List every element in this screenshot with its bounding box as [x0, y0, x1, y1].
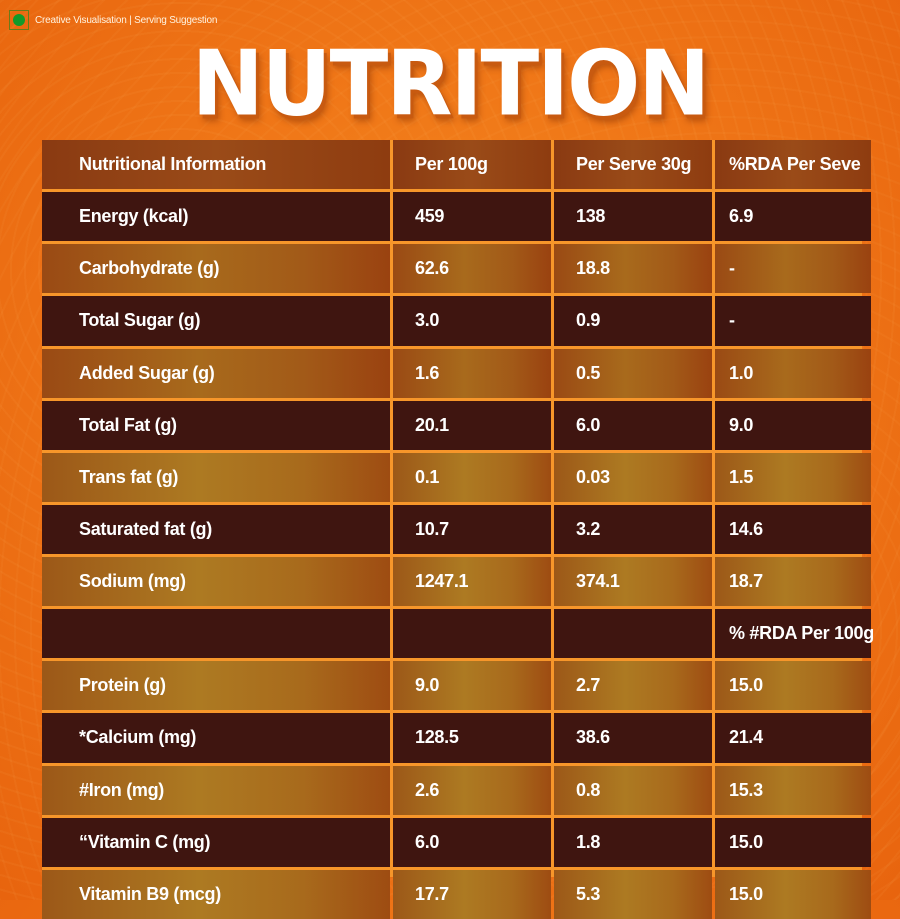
nutrient-name: Vitamin B9 (mcg) — [42, 869, 390, 919]
header-per-serve: Per Serve 30g — [554, 140, 712, 190]
nutrient-name: Energy (kcal) — [42, 192, 390, 242]
per-serve-value: 6.0 — [554, 400, 712, 450]
disclaimer-text: Creative Visualisation | Serving Suggest… — [35, 14, 218, 26]
per-100g-value: 9.0 — [393, 661, 551, 711]
per-100g-value: 2.6 — [393, 765, 551, 815]
nutrient-name: Added Sugar (g) — [42, 348, 390, 398]
nutrient-name: Saturated fat (g) — [42, 504, 390, 554]
rda-value: 18.7 — [715, 557, 871, 607]
rda-value: 9.0 — [715, 400, 871, 450]
per-100g-value: 0.1 — [393, 452, 551, 502]
per-100g-value — [393, 609, 551, 659]
per-100g-value: 6.0 — [393, 817, 551, 867]
rda-value: - — [715, 244, 871, 294]
per-serve-value: 18.8 — [554, 244, 712, 294]
veg-badge: Creative Visualisation | Serving Suggest… — [9, 10, 217, 30]
rda-value: 1.5 — [715, 452, 871, 502]
per-serve-value: 2.7 — [554, 661, 712, 711]
veg-mark-icon — [9, 10, 29, 30]
per-serve-value — [554, 609, 712, 659]
header-per-100g: Per 100g — [393, 140, 551, 190]
rda-value: - — [715, 296, 871, 346]
per-serve-value: 138 — [554, 192, 712, 242]
nutrient-name: Total Sugar (g) — [42, 296, 390, 346]
per-100g-value: 10.7 — [393, 504, 551, 554]
header-rda: %RDA Per Seve — [715, 140, 871, 190]
per-serve-value: 0.03 — [554, 452, 712, 502]
per-100g-value: 1247.1 — [393, 557, 551, 607]
nutrient-name: *Calcium (mg) — [42, 713, 390, 763]
rda-per-100g-label: % #RDA Per 100g — [715, 609, 874, 659]
nutrient-name: Sodium (mg) — [42, 557, 390, 607]
per-100g-value: 3.0 — [393, 296, 551, 346]
per-serve-value: 1.8 — [554, 817, 712, 867]
per-100g-value: 459 — [393, 192, 551, 242]
nutrient-name: Protein (g) — [42, 661, 390, 711]
rda-value: 1.0 — [715, 348, 871, 398]
per-serve-value: 3.2 — [554, 504, 712, 554]
nutrient-name: Total Fat (g) — [42, 400, 390, 450]
per-100g-value: 20.1 — [393, 400, 551, 450]
per-serve-value: 38.6 — [554, 713, 712, 763]
rda-value: 15.0 — [715, 869, 871, 919]
per-100g-value: 17.7 — [393, 869, 551, 919]
per-100g-value: 62.6 — [393, 244, 551, 294]
per-100g-value: 1.6 — [393, 348, 551, 398]
rda-value: 15.0 — [715, 661, 871, 711]
rda-value: 21.4 — [715, 713, 871, 763]
nutrient-name: “Vitamin C (mg) — [42, 817, 390, 867]
header-nutritional-information: Nutritional Information — [42, 140, 390, 190]
nutrient-name: #Iron (mg) — [42, 765, 390, 815]
rda-value: 15.0 — [715, 817, 871, 867]
per-serve-value: 0.9 — [554, 296, 712, 346]
rda-value: 14.6 — [715, 504, 871, 554]
nutrient-name: Carbohydrate (g) — [42, 244, 390, 294]
rda-value: 6.9 — [715, 192, 871, 242]
per-serve-value: 0.8 — [554, 765, 712, 815]
nutrient-name: Trans fat (g) — [42, 452, 390, 502]
per-serve-value: 5.3 — [554, 869, 712, 919]
per-serve-value: 0.5 — [554, 348, 712, 398]
rda-value: 15.3 — [715, 765, 871, 815]
per-100g-value: 128.5 — [393, 713, 551, 763]
per-serve-value: 374.1 — [554, 557, 712, 607]
nutrition-table: Nutritional Information Per 100g Per Ser… — [42, 140, 874, 919]
nutrient-name — [42, 609, 390, 659]
page-title: NUTRITION — [191, 31, 710, 137]
